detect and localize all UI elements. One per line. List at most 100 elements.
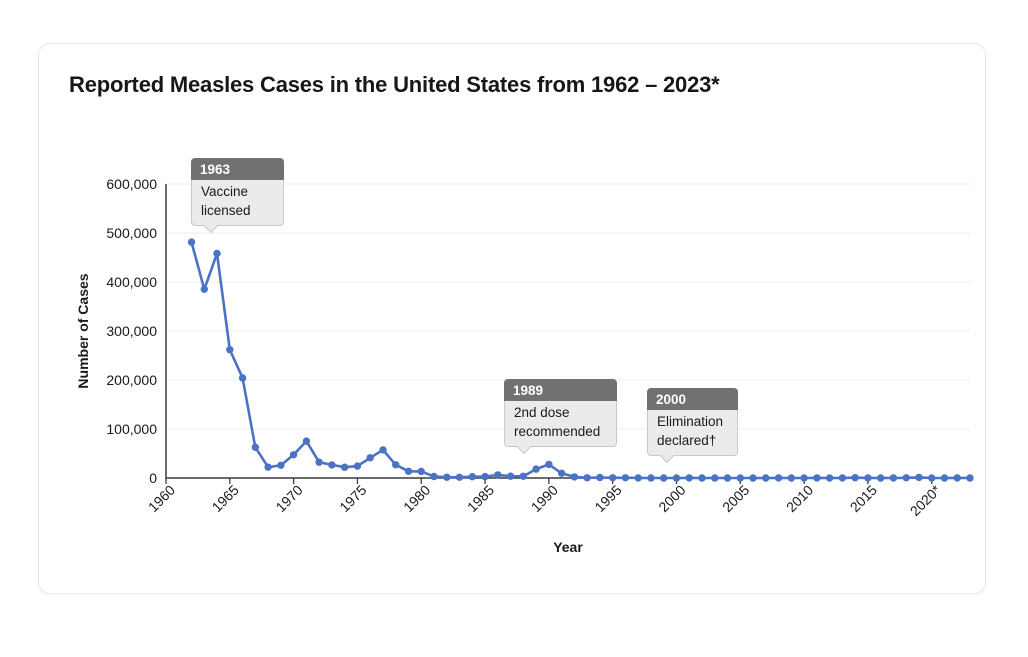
data-point [698, 474, 706, 482]
data-point [902, 474, 910, 482]
x-tick-label: 1970 [272, 482, 305, 515]
x-tick-label: 2000 [655, 482, 688, 515]
data-point [825, 474, 834, 482]
data-point [213, 249, 221, 258]
data-point [928, 474, 936, 482]
data-point [864, 474, 872, 482]
data-point [647, 474, 655, 482]
data-point [800, 474, 808, 482]
x-tick-label: 1985 [464, 482, 497, 515]
data-point [443, 473, 451, 481]
y-tick-label: 0 [149, 470, 157, 486]
x-tick-label: 1975 [336, 482, 369, 515]
data-point [736, 474, 744, 482]
annotation-1963: 1963 Vaccine licensed [191, 158, 284, 227]
data-point [532, 465, 540, 473]
data-point [545, 460, 553, 469]
x-tick-label: 2010 [783, 482, 816, 515]
data-point [289, 451, 298, 459]
data-point [417, 467, 425, 476]
annotation-2000-text: Elimination declared† [647, 410, 738, 457]
chart-card: Reported Measles Cases in the United Sta… [38, 43, 986, 594]
data-point [953, 474, 961, 482]
x-axis-title: Year [553, 539, 583, 555]
data-point [966, 474, 974, 482]
data-point [238, 374, 247, 382]
x-tick-label: 1980 [400, 482, 433, 515]
x-tick-label: 1960 [145, 482, 178, 515]
data-point [723, 474, 732, 482]
data-point [328, 461, 336, 469]
data-point [264, 463, 272, 471]
data-point [379, 446, 387, 454]
y-tick-label: 500,000 [106, 225, 157, 241]
x-tick-label: 1965 [209, 482, 242, 515]
x-tick-label: 1995 [591, 482, 624, 515]
data-point [430, 472, 438, 481]
x-tick-label: 2015 [847, 482, 880, 515]
data-point [940, 474, 949, 482]
annotation-2000: 2000 Elimination declared† [647, 388, 738, 457]
data-point [889, 474, 898, 482]
data-point [519, 472, 527, 480]
y-tick-label: 600,000 [106, 176, 157, 192]
data-point [787, 474, 795, 482]
data-point [404, 467, 413, 475]
x-axis-labels: 1960 1965 1970 1975 1980 1985 1990 1995 2000 2005… [145, 481, 944, 519]
data-point [915, 473, 923, 482]
data-point [302, 437, 311, 445]
data-point [315, 458, 323, 466]
annotation-1989-text: 2nd dose recommended [504, 401, 617, 448]
annotation-2000-year: 2000 [647, 388, 738, 410]
y-tick-label: 100,000 [106, 421, 157, 437]
data-point [277, 461, 285, 469]
data-point [570, 473, 579, 481]
data-point [877, 474, 885, 482]
data-point [187, 238, 196, 246]
measles-line-chart: 1960 1965 1970 1975 1980 1985 1990 1995 2000 2005… [106, 176, 974, 519]
data-point [557, 469, 566, 477]
data-point [392, 461, 400, 469]
data-point [660, 474, 668, 482]
annotation-1963-text: Vaccine licensed [191, 180, 284, 227]
x-tick-label: 2020* [907, 481, 945, 519]
data-point [621, 474, 630, 482]
data-point [455, 473, 464, 481]
data-point [468, 473, 476, 481]
data-point [685, 474, 693, 482]
x-tick-label: 2005 [719, 482, 752, 515]
x-tick-label: 1990 [528, 482, 561, 515]
data-points [187, 238, 974, 482]
data-point [366, 454, 374, 462]
annotation-1963-year: 1963 [191, 158, 284, 180]
annotation-1989: 1989 2nd dose recommended [504, 379, 617, 448]
data-point [226, 346, 234, 354]
data-point [583, 474, 591, 482]
data-point [634, 474, 642, 482]
data-point [200, 285, 208, 293]
data-point [494, 471, 502, 479]
data-point [506, 472, 515, 480]
y-axis-labels: 0 100,000 200,000 300,000 400,000 500,000 600,… [106, 176, 157, 486]
data-point [851, 474, 859, 482]
y-axis-title: Number of Cases [75, 273, 91, 389]
data-point [251, 443, 259, 451]
data-point [341, 463, 349, 471]
data-point [353, 462, 362, 470]
y-tick-label: 200,000 [106, 372, 157, 388]
data-point [762, 474, 770, 482]
data-point [481, 472, 489, 481]
data-point [813, 474, 821, 482]
data-point [609, 474, 617, 482]
data-point [774, 474, 783, 482]
data-point [838, 474, 847, 482]
annotation-1989-year: 1989 [504, 379, 617, 401]
data-point [596, 473, 604, 482]
y-tick-label: 300,000 [106, 323, 157, 339]
data-point [711, 474, 719, 482]
data-point [672, 474, 681, 482]
chart-title: Reported Measles Cases in the United Sta… [69, 72, 720, 97]
data-point [749, 474, 757, 482]
y-gridlines [166, 183, 970, 430]
y-tick-label: 400,000 [106, 274, 157, 290]
